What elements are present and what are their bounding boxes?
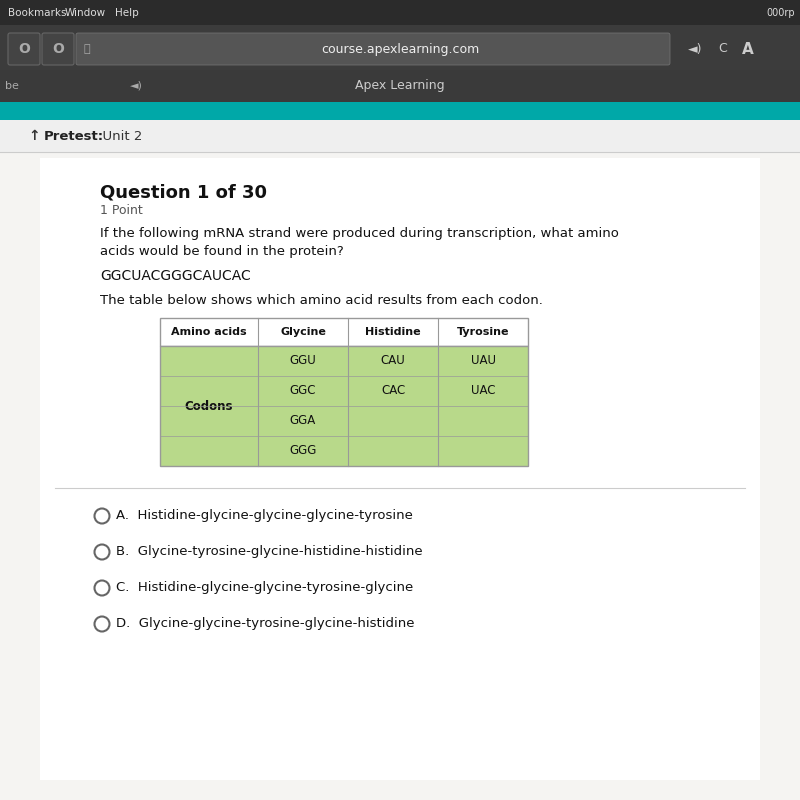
Text: Codons: Codons: [185, 399, 234, 413]
Text: Question 1 of 30: Question 1 of 30: [100, 183, 267, 201]
Text: 000rp: 000rp: [766, 8, 795, 18]
Text: A: A: [742, 42, 754, 57]
Text: ↑: ↑: [28, 129, 40, 143]
Text: The table below shows which amino acid results from each codon.: The table below shows which amino acid r…: [100, 294, 543, 306]
Text: UAC: UAC: [470, 385, 495, 398]
Text: A.  Histidine-glycine-glycine-glycine-tyrosine: A. Histidine-glycine-glycine-glycine-tyr…: [116, 510, 413, 522]
Bar: [0, 102, 800, 120]
Bar: [160, 346, 528, 466]
Text: UAU: UAU: [470, 354, 495, 367]
Text: If the following mRNA strand were produced during transcription, what amino: If the following mRNA strand were produc…: [100, 227, 619, 241]
Bar: [0, 120, 800, 800]
Text: B.  Glycine-tyrosine-glycine-histidine-histidine: B. Glycine-tyrosine-glycine-histidine-hi…: [116, 546, 422, 558]
Text: ◄): ◄): [688, 42, 702, 55]
Text: ◄): ◄): [130, 81, 143, 91]
Text: Histidine: Histidine: [365, 327, 421, 337]
Text: Amino acids: Amino acids: [171, 327, 247, 337]
Bar: [0, 0, 800, 25]
Text: Window: Window: [65, 8, 106, 18]
Text: Tyrosine: Tyrosine: [457, 327, 510, 337]
Text: GGA: GGA: [290, 414, 316, 427]
Text: Glycine: Glycine: [280, 327, 326, 337]
FancyBboxPatch shape: [42, 33, 74, 65]
FancyBboxPatch shape: [8, 33, 40, 65]
Text: CAU: CAU: [381, 354, 406, 367]
Bar: [0, 70, 800, 102]
Text: O: O: [52, 42, 64, 56]
Bar: [160, 318, 528, 346]
Text: CAC: CAC: [381, 385, 405, 398]
Text: Bookmarks: Bookmarks: [8, 8, 66, 18]
Text: Unit 2: Unit 2: [94, 130, 142, 142]
Text: O: O: [18, 42, 30, 56]
Text: GGU: GGU: [290, 354, 316, 367]
Text: GGC: GGC: [290, 385, 316, 398]
Text: Apex Learning: Apex Learning: [355, 79, 445, 93]
Text: 1 Point: 1 Point: [100, 203, 142, 217]
Text: acids would be found in the protein?: acids would be found in the protein?: [100, 245, 344, 258]
Text: be: be: [5, 81, 19, 91]
Text: GGCUACGGGCAUCAC: GGCUACGGGCAUCAC: [100, 269, 250, 283]
Bar: [0, 25, 800, 70]
Text: D.  Glycine-glycine-tyrosine-glycine-histidine: D. Glycine-glycine-tyrosine-glycine-hist…: [116, 618, 414, 630]
FancyBboxPatch shape: [76, 33, 670, 65]
Text: course.apexlearning.com: course.apexlearning.com: [321, 42, 479, 55]
Bar: [0, 120, 800, 152]
Text: C: C: [718, 42, 726, 55]
Bar: [40, 158, 760, 780]
Text: Pretest:: Pretest:: [44, 130, 104, 142]
Text: GGG: GGG: [290, 445, 317, 458]
Text: C.  Histidine-glycine-glycine-tyrosine-glycine: C. Histidine-glycine-glycine-tyrosine-gl…: [116, 582, 414, 594]
Text: 🔒: 🔒: [84, 44, 90, 54]
Text: Help: Help: [115, 8, 138, 18]
